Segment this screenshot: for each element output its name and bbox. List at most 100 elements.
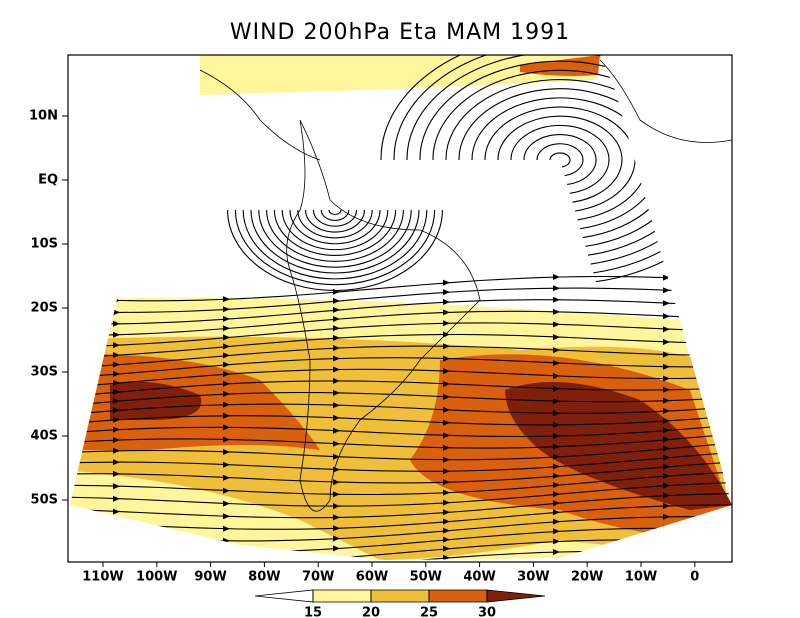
- lon-label: 30W: [517, 570, 549, 585]
- arrow-head: [663, 445, 670, 452]
- arrow-head: [663, 274, 670, 281]
- arrow-head: [663, 436, 670, 443]
- arrow-head: [663, 339, 670, 345]
- arrow-head: [443, 331, 450, 338]
- arrow-head: [223, 296, 230, 303]
- arrow-head: [333, 503, 340, 510]
- arrow-head: [663, 363, 670, 370]
- arrow-head: [443, 499, 450, 506]
- arrow-head: [663, 454, 670, 461]
- arrow-head: [443, 518, 450, 525]
- arrow-head: [333, 440, 340, 447]
- arrow-head: [223, 461, 230, 468]
- arrow-head: [663, 386, 670, 393]
- streamline: [432, 69, 688, 247]
- lat-label: 10N: [29, 109, 58, 124]
- colorbar-segment: [428, 589, 488, 603]
- arrow-head: [113, 342, 120, 349]
- colorbar-segment: [486, 589, 546, 603]
- arrow-head: [333, 491, 340, 498]
- arrow-head: [223, 513, 230, 520]
- arrow-head: [113, 370, 120, 377]
- arrow-head: [223, 436, 230, 443]
- arrow-head: [333, 545, 340, 552]
- arrow-head: [223, 315, 230, 322]
- arrow-head: [333, 414, 340, 421]
- streamline: [305, 209, 365, 233]
- arrow-head: [333, 366, 340, 373]
- arrow-head: [443, 456, 450, 463]
- streamline: [70, 481, 732, 507]
- lon-label: 80W: [248, 570, 280, 585]
- streamline: [70, 461, 732, 484]
- arrow-head: [333, 345, 340, 351]
- arrow-head: [553, 500, 560, 507]
- streamline: [510, 124, 610, 194]
- streamline: [70, 333, 732, 359]
- arrow-head: [333, 297, 340, 304]
- arrow-head: [663, 397, 670, 404]
- arrow-head: [553, 321, 560, 328]
- streamline: [70, 451, 732, 472]
- streamline: [70, 287, 732, 313]
- arrow-head: [663, 326, 670, 333]
- lon-label: 50W: [410, 570, 442, 585]
- streamline: [445, 79, 675, 239]
- colorbar-label: 30: [478, 606, 496, 618]
- arrow-head: [443, 536, 450, 543]
- arrow-head: [333, 316, 340, 322]
- coastline-north: [199, 59, 733, 161]
- arrow-head: [443, 479, 450, 486]
- lon-label: 40W: [463, 570, 495, 585]
- streamline: [523, 134, 597, 186]
- arrow-head: [333, 306, 340, 313]
- colorbar-segment: [254, 589, 314, 603]
- arrow-head: [443, 444, 450, 451]
- lon-label: 10W: [625, 570, 657, 585]
- arrow-head: [333, 453, 340, 460]
- arrow-head: [443, 299, 450, 305]
- arrow-head: [443, 289, 450, 296]
- streamline: [70, 432, 732, 449]
- arrow-head: [443, 343, 450, 350]
- arrow-head: [113, 352, 120, 358]
- streamline: [458, 88, 662, 230]
- arrow-head: [113, 398, 120, 404]
- arrow-head: [113, 320, 120, 327]
- streamline: [70, 345, 732, 369]
- arrow-head: [333, 334, 340, 341]
- colorbar-label: 15: [304, 606, 322, 618]
- streamline: [289, 209, 381, 245]
- arrow-head: [553, 385, 560, 392]
- arrow-head: [553, 549, 560, 555]
- arrow-head: [443, 419, 450, 426]
- streamline: [281, 209, 389, 251]
- arrow-head: [663, 300, 670, 307]
- lat-label: EQ: [38, 173, 58, 188]
- arrow-head: [553, 308, 560, 315]
- arrow-head: [223, 474, 230, 481]
- arrow-head: [333, 377, 340, 384]
- arrow-head: [223, 500, 230, 507]
- arrow-head: [223, 449, 230, 455]
- streamline: [250, 209, 420, 274]
- streamline: [484, 106, 636, 212]
- streamline: [258, 209, 412, 268]
- arrow-head: [553, 443, 560, 450]
- arrow-head: [113, 437, 120, 443]
- arrow-head: [443, 320, 450, 327]
- arrow-head: [443, 355, 450, 362]
- arrow-head: [113, 447, 120, 454]
- arrow-head: [663, 537, 670, 544]
- streamline: [70, 322, 732, 348]
- streamline: [70, 357, 732, 379]
- arrow-head: [663, 482, 670, 489]
- streamline: [312, 209, 358, 227]
- arrow-head: [333, 479, 340, 486]
- lon-label: 20W: [571, 570, 603, 585]
- arrow-head: [223, 371, 230, 377]
- streamline: [70, 442, 732, 461]
- arrow-head: [113, 331, 120, 338]
- arrow-head: [663, 313, 670, 320]
- streamline: [70, 414, 732, 427]
